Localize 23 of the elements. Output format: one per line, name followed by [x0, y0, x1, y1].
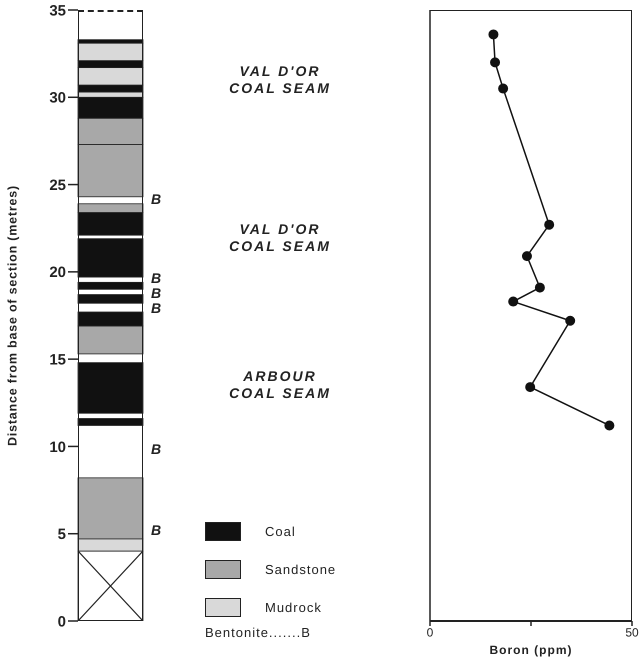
annotation: B	[151, 522, 162, 539]
legend-label: Coal	[265, 524, 296, 538]
y-tick-label: 15	[49, 351, 66, 368]
annotation: B	[151, 441, 162, 458]
y-tick-label: 5	[58, 526, 66, 544]
y-tick-label: 35	[49, 2, 66, 20]
legend-label: Sandstone	[265, 562, 336, 576]
y-tick-label: 25	[49, 176, 66, 194]
annotation: ARBOUR COAL SEAM	[228, 368, 332, 402]
annotation: VAL D'OR COAL SEAM	[228, 63, 332, 97]
annotation: B	[151, 300, 162, 317]
x-axis-title: Boron (ppm)	[490, 643, 572, 657]
annotation: B	[151, 191, 162, 208]
y-tick-label: 10	[49, 438, 66, 456]
legend-label: Mudrock	[265, 600, 322, 614]
text: Bentonite.......B	[205, 624, 311, 641]
y-tick-label: 30	[49, 90, 66, 107]
annotation: B	[151, 270, 162, 287]
x-tick-label: 50	[625, 626, 639, 640]
y-axis-title: Distance from base of section (metres)	[5, 184, 20, 446]
annotation: VAL D'OR COAL SEAM	[228, 221, 332, 255]
annotation: B	[151, 285, 162, 302]
y-tick-label: 20	[49, 264, 66, 282]
